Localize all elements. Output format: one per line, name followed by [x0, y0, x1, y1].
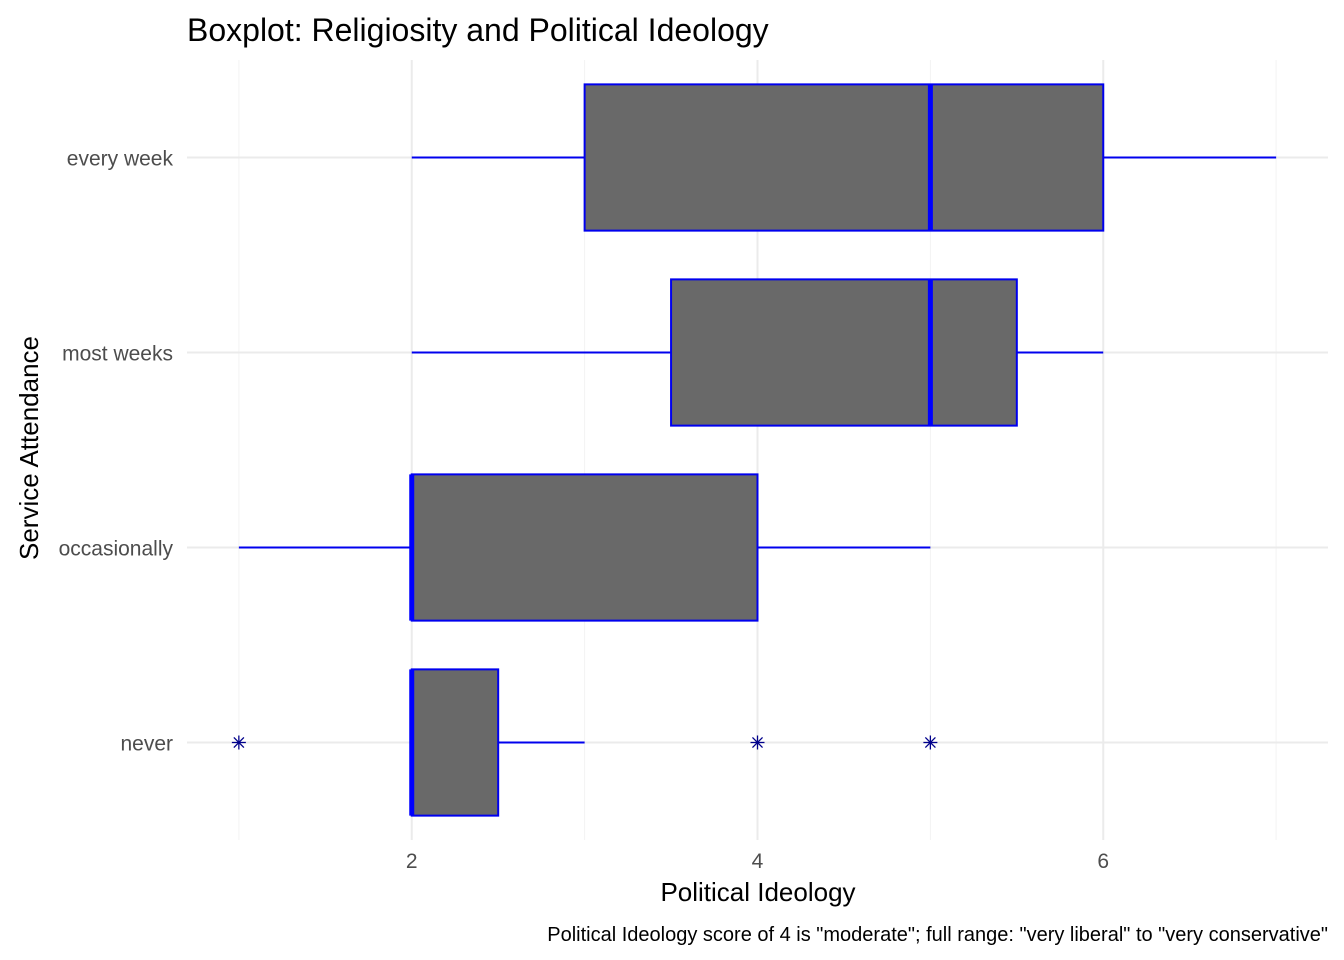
iqr-box — [410, 473, 759, 622]
x-tick-label: 4 — [752, 850, 764, 873]
outlier-point — [750, 735, 765, 750]
outlier-point — [923, 735, 938, 750]
y-tick-label: every week — [67, 148, 174, 171]
x-tick-label: 6 — [1097, 850, 1109, 873]
iqr-box — [670, 278, 1018, 427]
y-tick-label: occasionally — [59, 538, 174, 561]
y-tick-label: never — [120, 733, 173, 756]
y-axis-title: Service Attendance — [14, 336, 44, 560]
chart-caption: Political Ideology score of 4 is "modera… — [547, 924, 1328, 946]
box-every-week — [411, 83, 1277, 232]
iqr-box — [583, 83, 1105, 232]
outlier-point — [231, 735, 246, 750]
y-axis-ticks: never occasionally most weeks every week — [59, 148, 174, 756]
boxes — [231, 83, 1277, 817]
box-most-weeks — [411, 278, 1104, 427]
box-occasionally — [238, 473, 931, 622]
box-never — [231, 668, 938, 817]
chart-title: Boxplot: Religiosity and Political Ideol… — [187, 12, 769, 48]
x-tick-label: 2 — [406, 850, 418, 873]
y-tick-label: most weeks — [62, 343, 173, 366]
iqr-box — [410, 668, 500, 817]
x-axis-ticks: 2 4 6 — [406, 850, 1109, 873]
x-axis-title: Political Ideology — [660, 877, 855, 907]
